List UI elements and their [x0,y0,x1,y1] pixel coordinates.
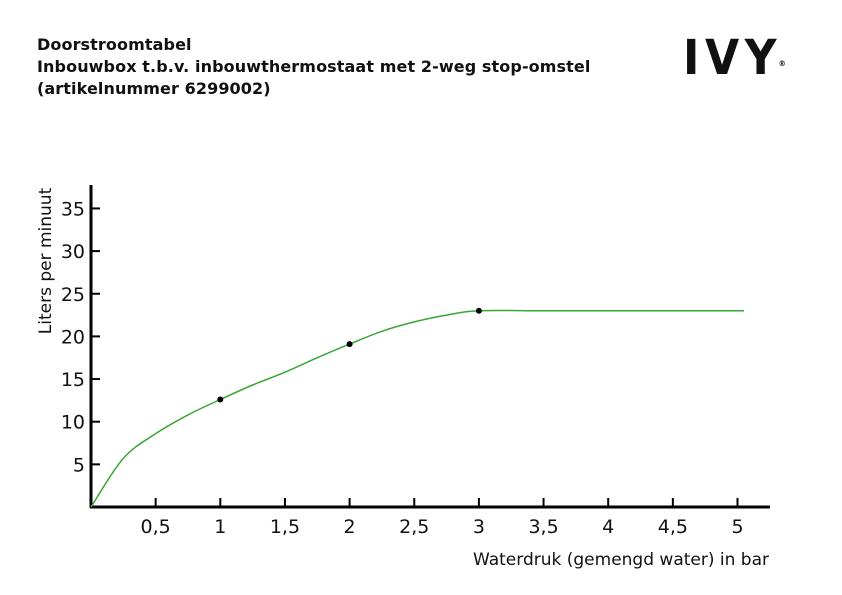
article-number: (artikelnummer 6299002) [37,79,271,98]
chart-title: Doorstroomtabel [37,35,192,54]
data-point-marker [217,396,224,403]
x-tick-label: 1,5 [270,516,300,538]
x-axis-title: Waterdruk (gemengd water) in bar [473,550,769,570]
data-point-marker [346,341,353,348]
x-tick-label: 3,5 [528,516,558,538]
x-tick-label: 0,5 [141,516,171,538]
flow-curve [90,309,744,508]
chart-header: Doorstroomtabel Inbouwbox t.b.v. inbouwt… [37,34,590,100]
x-tick-label: 3 [473,516,485,538]
y-tick-label: 30 [61,241,85,263]
x-tick-label: 2 [344,516,356,538]
y-axis-title: Liters per minuut [36,187,56,334]
data-point-marker [475,307,482,314]
registered-mark: ® [778,59,786,68]
x-tick-label: 1 [214,516,226,538]
x-tick-label: 4,5 [658,516,688,538]
x-tick-label: 2,5 [399,516,429,538]
y-tick-label: 35 [61,198,85,220]
ivy-logo: IVY ® [683,30,786,86]
y-tick-label: 20 [61,326,85,348]
y-tick-label: 15 [61,369,85,391]
y-tick-label: 10 [61,412,85,434]
x-tick-label: 4 [602,516,614,538]
chart-subtitle: Inbouwbox t.b.v. inbouwthermostaat met 2… [37,57,591,76]
x-tick-label: 5 [731,516,743,538]
y-tick-label: 25 [61,284,85,306]
logo-text: IVY [683,30,783,86]
y-tick-label: 5 [73,454,85,476]
